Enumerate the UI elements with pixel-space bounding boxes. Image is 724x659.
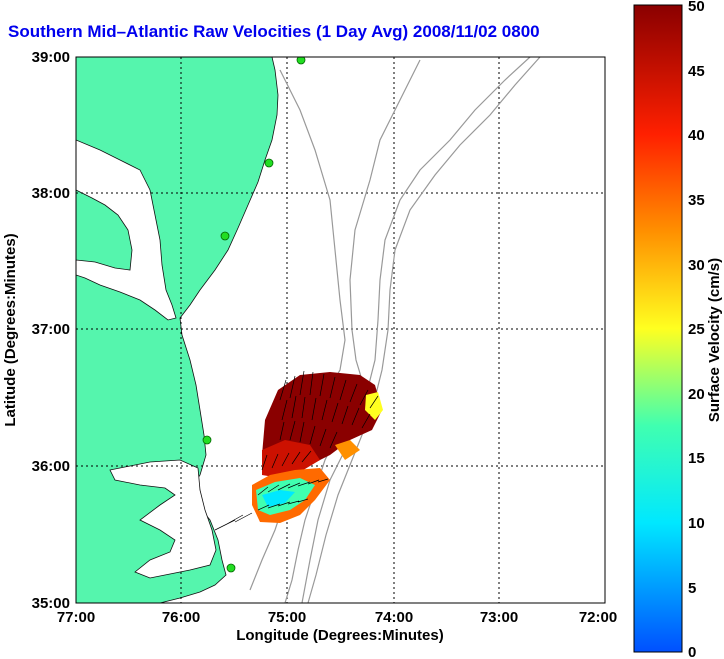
x-axis: 77:00 76:00 75:00 74:00 73:00 72:00 Long… bbox=[57, 609, 617, 644]
velocity-field bbox=[214, 370, 383, 531]
station-marker bbox=[226, 563, 236, 573]
y-tick-label: 39:00 bbox=[32, 49, 70, 66]
x-tick-label: 75:00 bbox=[268, 609, 306, 626]
y-tick-label: 38:00 bbox=[32, 185, 70, 202]
y-tick-label: 37:00 bbox=[32, 321, 70, 338]
x-tick-label: 76:00 bbox=[162, 609, 200, 626]
x-tick-label: 74:00 bbox=[375, 609, 413, 626]
colorbar-tick-label: 50 bbox=[688, 0, 705, 15]
x-tick-label: 73:00 bbox=[480, 609, 518, 626]
x-tick-label: 77:00 bbox=[57, 609, 95, 626]
plot-border bbox=[75, 56, 606, 604]
station-marker bbox=[296, 57, 306, 65]
chart-title: Southern Mid–Atlantic Raw Velocities (1 … bbox=[8, 22, 540, 41]
colorbar-tick-label: 10 bbox=[688, 515, 705, 532]
colorbar-tick-label: 25 bbox=[688, 321, 705, 338]
y-axis-label: Latitude (Degrees:Minutes) bbox=[2, 233, 19, 426]
hf-radar-stations bbox=[202, 57, 306, 573]
colorbar: 50 45 40 35 30 25 20 15 10 5 0 Surface V… bbox=[633, 0, 723, 659]
colorbar-tick-label: 0 bbox=[688, 644, 696, 659]
colorbar-tick-label: 30 bbox=[688, 257, 705, 274]
y-axis: 39:00 38:00 37:00 36:00 35:00 Latitude (… bbox=[2, 49, 70, 612]
station-marker bbox=[202, 435, 212, 445]
pamlico-sound bbox=[109, 459, 217, 579]
colorbar-gradient bbox=[633, 4, 683, 653]
x-axis-label: Longitude (Degrees:Minutes) bbox=[236, 627, 444, 644]
station-marker bbox=[264, 158, 274, 168]
colorbar-tick-label: 45 bbox=[688, 63, 705, 80]
station-marker bbox=[220, 231, 230, 241]
colorbar-tick-label: 20 bbox=[688, 386, 705, 403]
colorbar-tick-label: 15 bbox=[688, 450, 705, 467]
x-tick-label: 72:00 bbox=[579, 609, 617, 626]
y-tick-label: 36:00 bbox=[32, 458, 70, 475]
colorbar-tick-label: 35 bbox=[688, 192, 705, 209]
chesapeake-bay bbox=[76, 139, 177, 321]
grid bbox=[76, 57, 605, 603]
colorbar-label: Surface Velocity (cm/s) bbox=[706, 258, 723, 422]
colorbar-tick-label: 40 bbox=[688, 127, 705, 144]
colorbar-tick-label: 5 bbox=[688, 580, 696, 597]
y-tick-label: 35:00 bbox=[32, 595, 70, 612]
